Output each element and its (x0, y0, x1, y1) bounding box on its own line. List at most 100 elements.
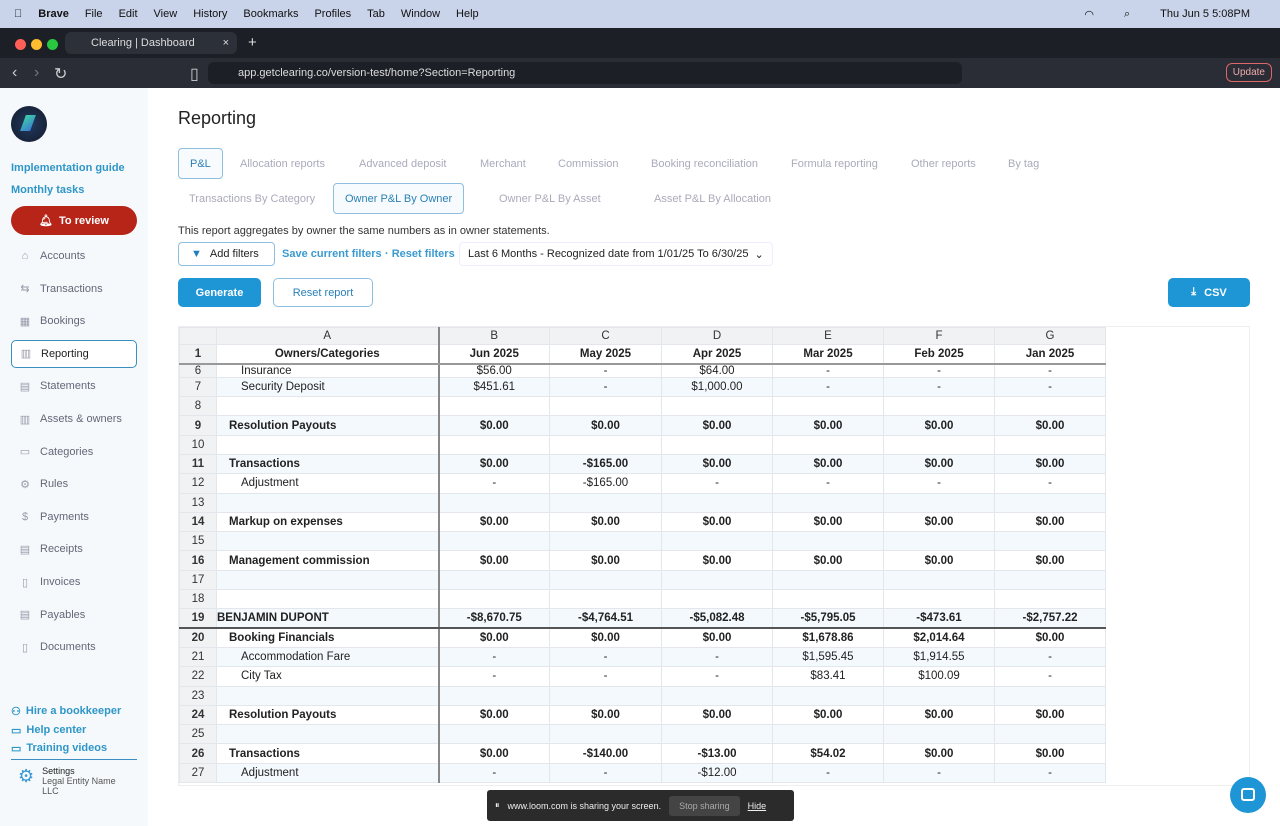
value-cell[interactable]: $0.00 (883, 550, 995, 571)
row-number[interactable]: 10 (179, 434, 217, 455)
menu-item[interactable]: Window (392, 8, 440, 20)
value-cell[interactable]: -$5,082.48 (661, 608, 773, 630)
row-label[interactable] (216, 492, 440, 513)
row-label[interactable] (216, 531, 440, 552)
value-cell[interactable]: - (994, 762, 1106, 784)
implementation-guide-link[interactable]: Implementation guide (11, 162, 125, 174)
row-label[interactable]: City Tax (216, 666, 440, 687)
menu-item[interactable]: Profiles (306, 8, 351, 20)
row-number[interactable]: 15 (179, 531, 217, 552)
value-cell[interactable]: $0.00 (772, 511, 884, 533)
row-number[interactable]: 26 (179, 743, 217, 764)
value-cell[interactable] (661, 589, 773, 610)
value-cell[interactable] (883, 531, 995, 552)
close-window-button[interactable] (15, 39, 26, 50)
tab-transactions-by-category[interactable]: Transactions By Category (189, 192, 316, 205)
back-icon[interactable]: ‹ (12, 64, 18, 81)
value-cell[interactable]: $0.00 (549, 511, 662, 533)
value-cell[interactable]: - (661, 666, 773, 687)
value-cell[interactable] (772, 492, 884, 513)
value-cell[interactable] (661, 531, 773, 552)
value-cell[interactable] (661, 569, 773, 591)
row-number[interactable]: 1 (179, 343, 217, 365)
value-cell[interactable] (549, 569, 662, 591)
column-letter[interactable]: F (883, 327, 995, 345)
menu-item[interactable]: Edit (110, 8, 138, 20)
apple-icon[interactable]:  (14, 8, 22, 20)
row-label[interactable]: Management commission (216, 550, 440, 571)
maximize-window-button[interactable] (47, 39, 58, 50)
value-cell[interactable] (661, 685, 773, 706)
sidebar-item-payables[interactable]: ▤ Payables (11, 601, 137, 629)
tab-formula-reporting[interactable]: Formula reporting (791, 157, 878, 170)
value-cell[interactable]: $0.00 (438, 704, 550, 726)
value-cell[interactable]: $0.00 (994, 743, 1106, 764)
reset-report-button[interactable]: Reset report (273, 278, 373, 307)
value-cell[interactable]: - (883, 376, 995, 398)
value-cell[interactable]: -$13.00 (661, 743, 773, 764)
value-cell[interactable] (883, 589, 995, 610)
value-cell[interactable] (994, 685, 1106, 706)
menu-item[interactable]: Tab (358, 8, 385, 20)
row-label[interactable]: Markup on expenses (216, 511, 440, 533)
menu-item[interactable]: File (76, 8, 103, 20)
tab-allocation-reports[interactable]: Allocation reports (240, 157, 325, 170)
forward-icon[interactable]: › (34, 64, 40, 81)
row-number[interactable]: 18 (179, 589, 217, 610)
row-number[interactable]: 13 (179, 492, 217, 513)
value-cell[interactable] (994, 531, 1106, 552)
value-cell[interactable] (994, 492, 1106, 513)
sidebar-item-rules[interactable]: ⚙ Rules (11, 470, 137, 498)
value-cell[interactable]: $451.61 (438, 376, 550, 398)
value-cell[interactable]: $0.00 (772, 550, 884, 571)
row-number[interactable]: 20 (179, 627, 217, 648)
menu-item[interactable]: View (145, 8, 178, 20)
row-label[interactable] (216, 434, 440, 455)
stop-sharing-button[interactable]: Stop sharing (669, 795, 740, 816)
header-cell[interactable]: Mar 2025 (772, 343, 884, 365)
value-cell[interactable] (549, 434, 662, 455)
value-cell[interactable]: $0.00 (438, 453, 550, 475)
hide-button[interactable]: Hide (747, 800, 767, 811)
value-cell[interactable] (549, 531, 662, 552)
column-letter[interactable]: D (661, 327, 773, 345)
row-number[interactable]: 17 (179, 569, 217, 591)
row-label[interactable]: Insurance (216, 363, 440, 378)
column-letter[interactable]: G (994, 327, 1106, 345)
menu-item[interactable]: Bookmarks (235, 8, 298, 20)
value-cell[interactable] (994, 569, 1106, 591)
value-cell[interactable]: $0.00 (994, 453, 1106, 475)
value-cell[interactable]: -$165.00 (549, 473, 662, 494)
value-cell[interactable]: $0.00 (994, 550, 1106, 571)
value-cell[interactable]: -$473.61 (883, 608, 995, 630)
header-cell[interactable]: May 2025 (549, 343, 662, 365)
tab-advanced-deposit[interactable]: Advanced deposit (359, 157, 447, 170)
value-cell[interactable]: - (549, 376, 662, 398)
row-label[interactable] (216, 589, 440, 610)
value-cell[interactable] (438, 569, 550, 591)
value-cell[interactable]: - (438, 762, 550, 784)
sidebar-item-categories[interactable]: ▭ Categories (11, 438, 137, 466)
value-cell[interactable]: - (883, 762, 995, 784)
sidebar-item-transactions[interactable]: ⇆ Transactions (11, 275, 137, 303)
row-number[interactable]: 27 (179, 762, 217, 784)
value-cell[interactable]: - (883, 363, 995, 378)
value-cell[interactable] (438, 434, 550, 455)
value-cell[interactable] (661, 434, 773, 455)
value-cell[interactable] (549, 724, 662, 745)
value-cell[interactable]: - (994, 376, 1106, 398)
row-number[interactable]: 25 (179, 724, 217, 745)
value-cell[interactable]: $0.00 (994, 627, 1106, 648)
value-cell[interactable]: $1,000.00 (661, 376, 773, 398)
clock[interactable]: Thu Jun 5 5:08PM (1160, 8, 1250, 20)
value-cell[interactable]: $0.00 (549, 415, 662, 436)
column-letter[interactable]: C (549, 327, 662, 345)
help-center-link[interactable]: ▭ Help center (11, 724, 86, 737)
value-cell[interactable]: $0.00 (661, 627, 773, 648)
value-cell[interactable]: $0.00 (883, 415, 995, 436)
value-cell[interactable]: $0.00 (661, 704, 773, 726)
chat-support-button[interactable] (1230, 777, 1266, 813)
value-cell[interactable]: - (772, 363, 884, 378)
value-cell[interactable]: $0.00 (883, 743, 995, 764)
menu-app[interactable]: Brave (30, 8, 69, 20)
